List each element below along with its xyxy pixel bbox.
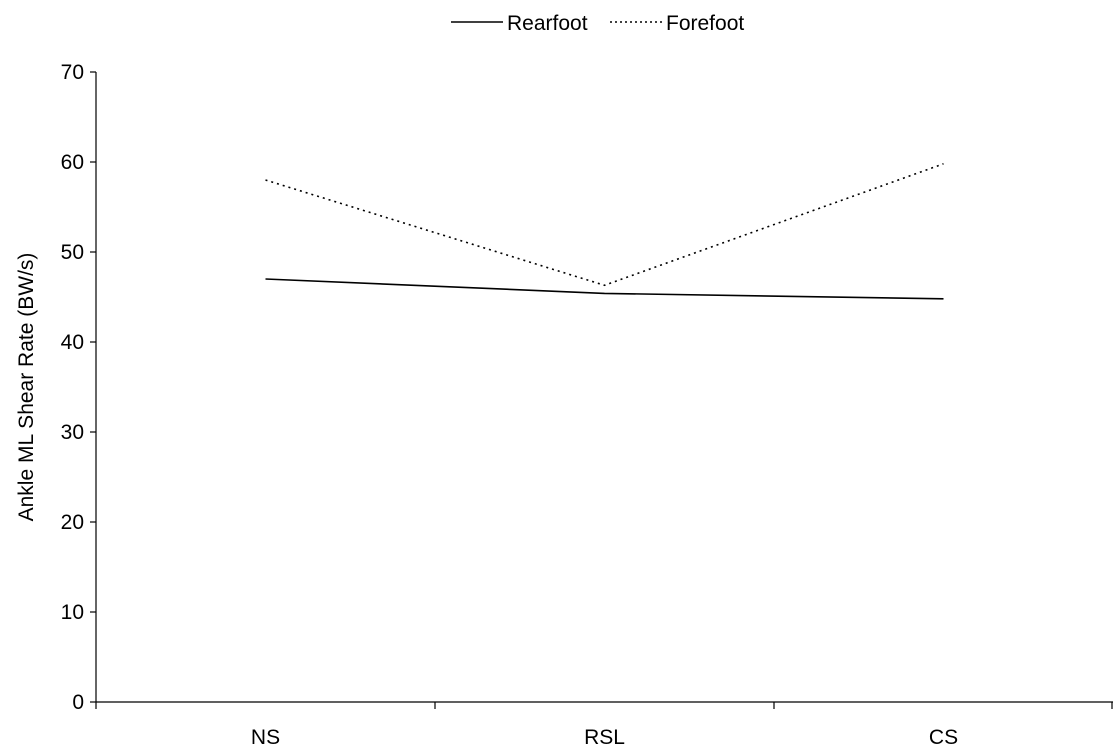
legend-label-rearfoot: Rearfoot [507,12,588,35]
x-tick-label: NS [251,726,280,749]
x-tick-label: CS [929,726,958,749]
y-tick-label: 10 [61,601,84,624]
y-tick-label: 0 [72,691,84,714]
x-tick-label: RSL [584,726,625,749]
y-tick-label: 60 [61,151,84,174]
series-layer [265,163,944,300]
y-tick-label: 30 [61,421,84,444]
y-tick-label: 50 [61,241,84,264]
y-tick-label: 70 [61,61,84,84]
x-axis: NS RSL CS [95,701,1113,749]
y-axis-title: Ankle ML Shear Rate (BW/s) [15,253,38,522]
series-line-rearfoot [265,278,944,300]
y-tick-label: 40 [61,331,84,354]
legend-label-forefoot: Forefoot [666,12,744,35]
series-line-forefoot [265,163,944,287]
legend: Rearfoot Forefoot [451,12,744,35]
y-axis: 0 10 20 30 40 50 60 70 [61,61,97,714]
y-tick-label: 20 [61,511,84,534]
